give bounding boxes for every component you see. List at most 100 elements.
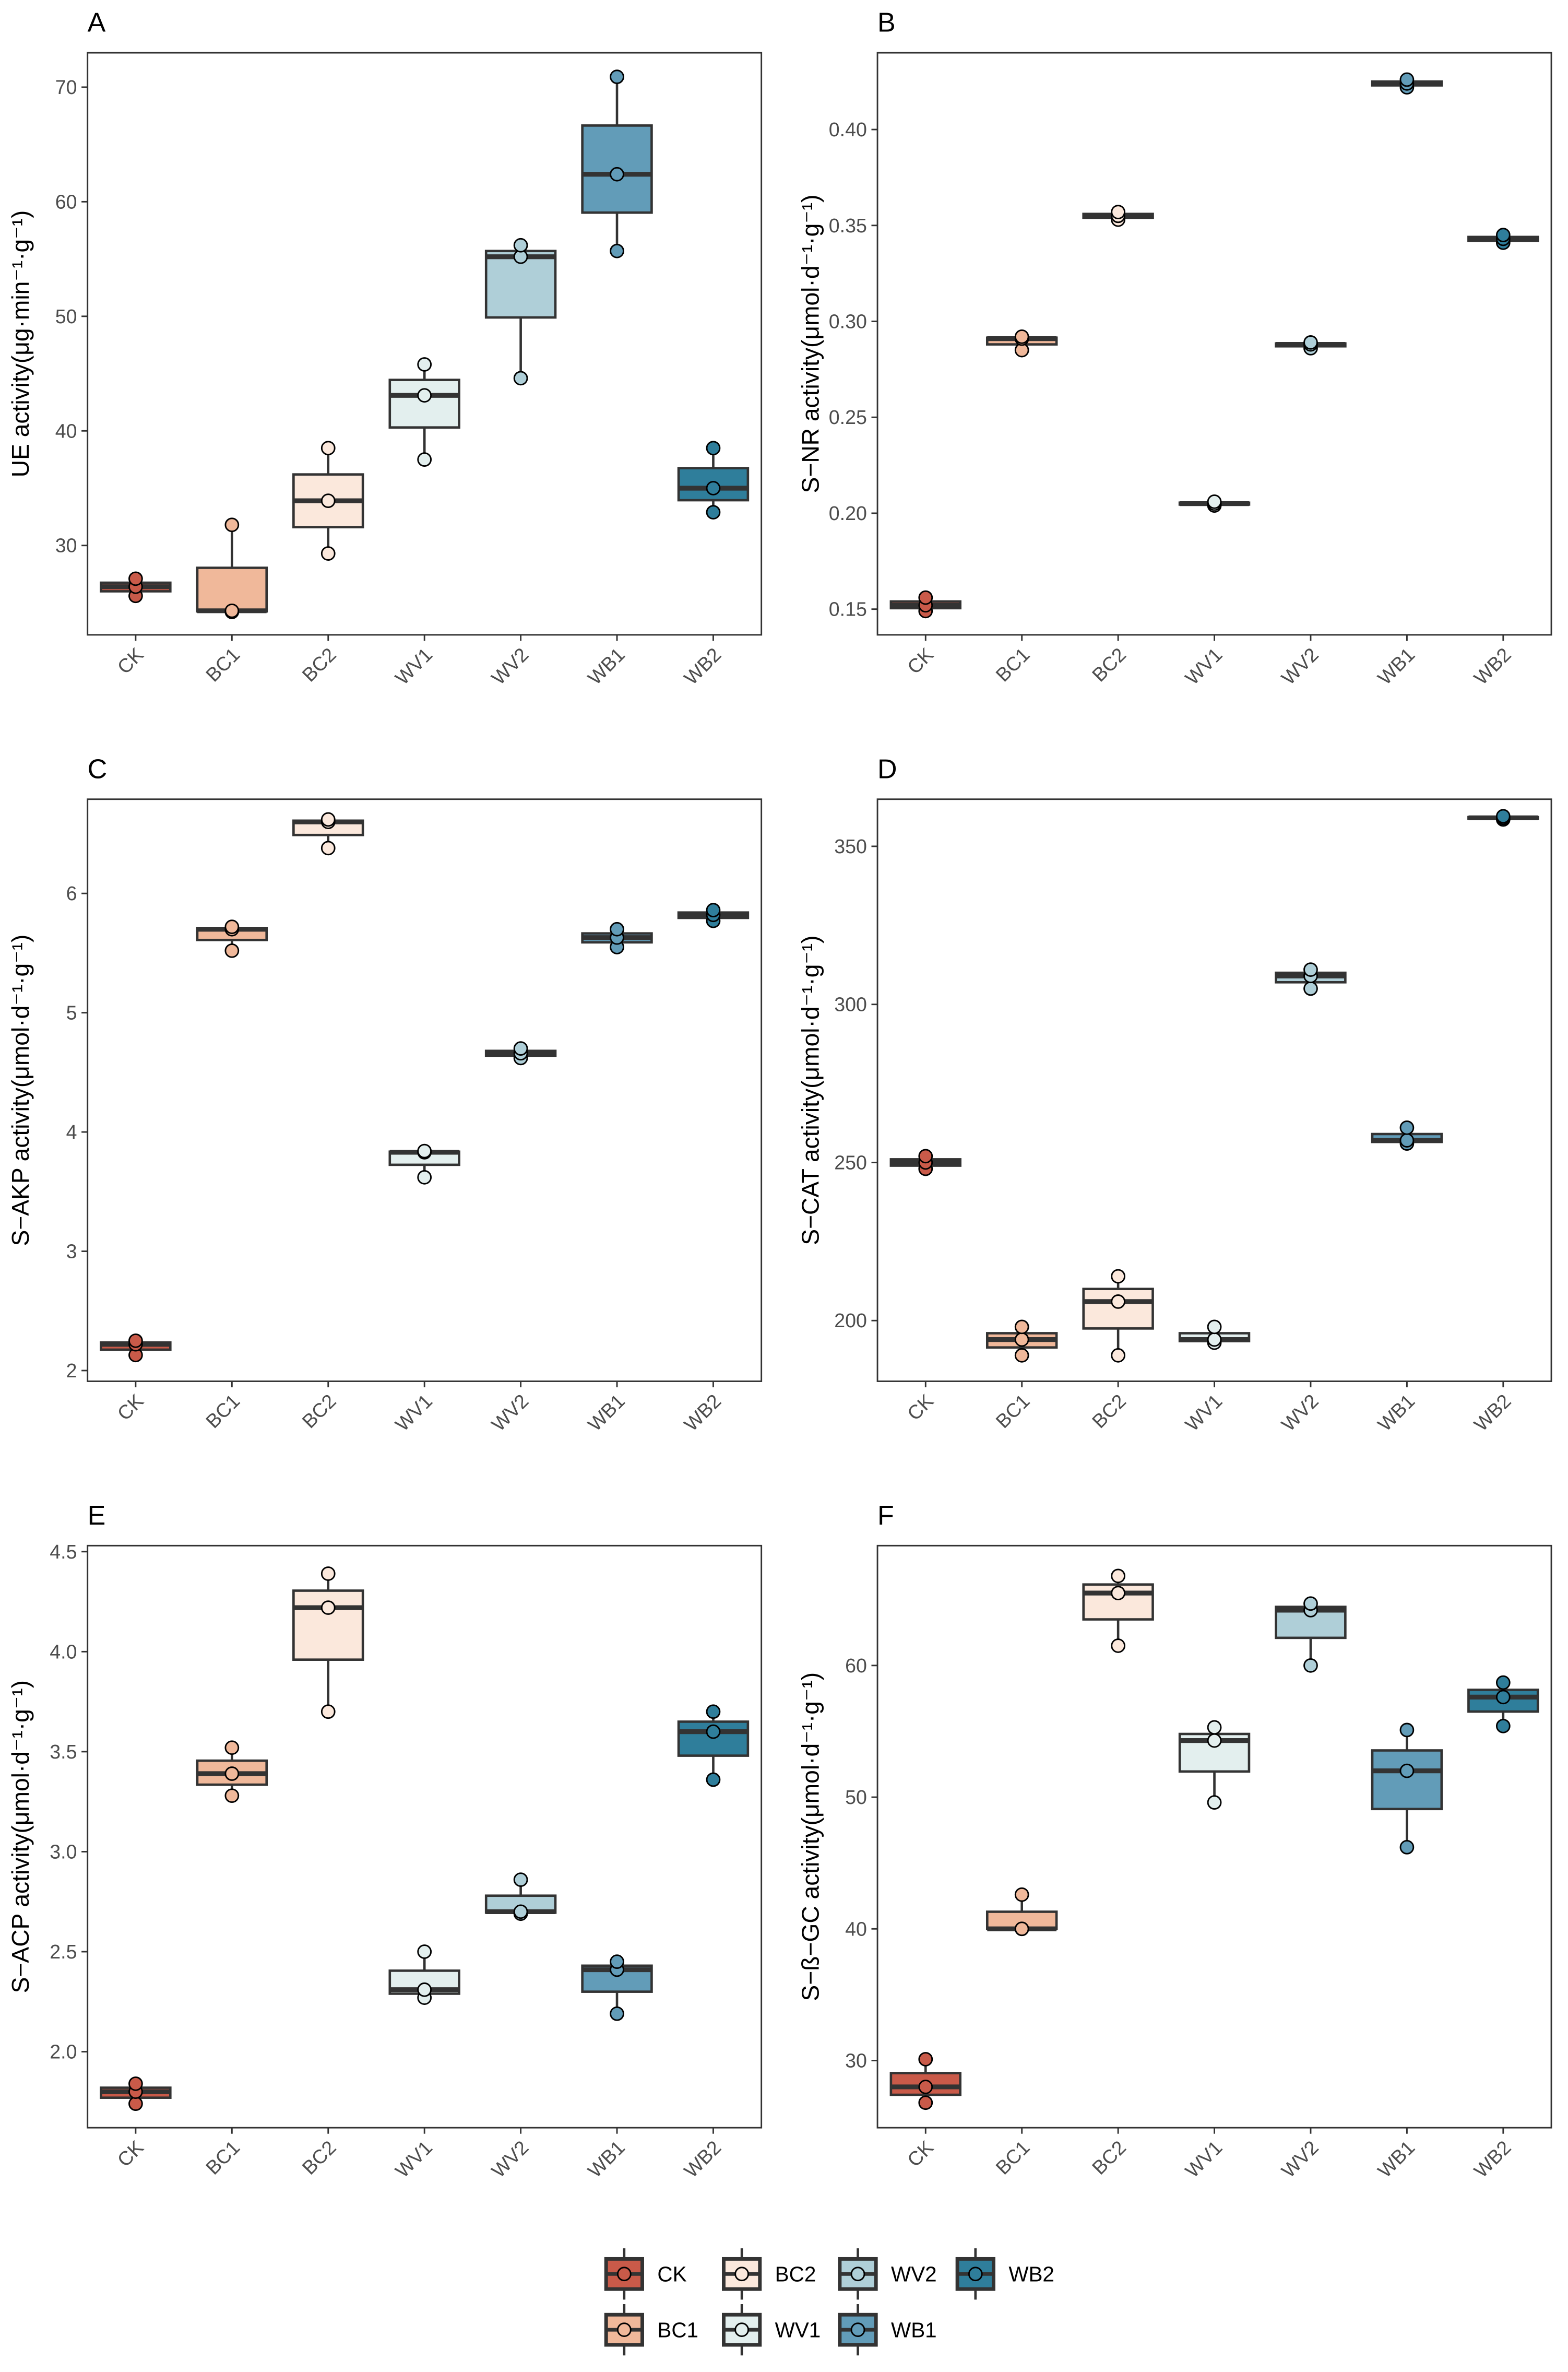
y-axis-label: S−NR activity(μmol·d⁻¹·g⁻¹) [797,195,824,493]
y-tick-label: 2 [66,1360,77,1382]
data-point [610,2006,624,2021]
legend-key-bc2: BC2 [722,2248,816,2300]
x-tick-label: WV2 [487,1390,532,1435]
box-wb1 [581,69,653,258]
x-tick-label: WB1 [584,2137,629,2182]
box-wv2 [484,1041,557,1066]
x-tick-label: BC2 [298,643,340,686]
data-point [1303,1658,1318,1673]
data-point [1207,1795,1222,1810]
data-point [513,238,528,253]
box-wv1 [388,357,460,467]
x-tick-label: WV2 [1277,643,1323,689]
box-bc1 [196,517,268,619]
y-tick-label: 350 [834,835,867,857]
x-tick-label: BC1 [991,1390,1034,1432]
box-bc1 [985,1887,1058,1937]
data-point [513,1872,528,1887]
y-tick-label: 0.15 [829,598,867,620]
box-bc2 [1082,1269,1154,1363]
panel-letter: F [877,1501,894,1531]
legend-label: BC2 [775,2262,816,2286]
data-point [1207,1319,1222,1335]
data-point [1207,1733,1222,1748]
box-iqr [388,379,460,429]
y-tick-label: 30 [55,535,77,557]
data-point [918,2080,933,2094]
box-wv1 [1178,1720,1251,1810]
x-tick-label: CK [113,1390,148,1425]
data-point [513,1041,528,1056]
y-tick-label: 50 [845,1786,867,1808]
data-point [320,841,336,856]
plot-border [87,798,763,1382]
data-point [610,243,624,258]
x-tick-label: WV2 [487,2137,532,2182]
box-wv2 [484,1872,557,1921]
data-point [1303,962,1318,977]
data-point [320,493,336,509]
data-point [918,590,933,605]
legend-point [734,2322,749,2337]
data-point [706,1704,721,1719]
legend-point [850,2322,865,2337]
data-point [1303,981,1318,996]
y-tick-label: 0.25 [829,406,867,428]
x-tick-label: BC2 [298,1390,340,1432]
panel-letter: E [88,1501,106,1531]
y-tick-label: 50 [55,305,77,327]
y-tick-label: 3 [66,1241,77,1262]
data-point [1495,1718,1511,1733]
data-point [1111,1586,1125,1600]
data-point [417,388,432,403]
y-tick-label: 3.5 [50,1741,77,1763]
data-point [610,167,624,182]
data-point [706,903,721,918]
data-point [918,2052,933,2067]
x-tick-label: BC2 [1088,643,1130,686]
panel-f: F 30 40 50 60 S−ß−GC activity(μmol·d⁻¹·g⁻¹) CK… [797,1501,1552,2182]
legend-key-ck: CK [604,2248,687,2300]
data-point [417,452,432,467]
data-point [1014,1348,1029,1363]
data-point [224,1766,240,1781]
y-tick-label: 4.5 [50,1541,77,1563]
plot-border [87,1544,763,2129]
panel-d: D 200 250 300 350 S−CAT activity(μmol·d⁻¹·g⁻¹… [797,754,1552,1435]
data-point [1399,1840,1415,1855]
box-bc1 [985,329,1058,358]
x-tick-label: BC2 [298,2137,340,2179]
legend-point [850,2267,865,2282]
box-wb2 [677,1704,750,1787]
plot-border [876,1544,1552,2129]
x-tick-label: WV2 [1277,2137,1323,2182]
x-tick-label: WV1 [391,1390,436,1435]
x-tick-label: BC1 [201,1390,244,1432]
panel-letter: C [88,754,108,784]
data-point [1399,1133,1415,1148]
box-wv1 [1178,1319,1251,1350]
x-tick-label: WB1 [584,1390,629,1435]
y-tick-label: 2.5 [50,1941,77,1963]
box-ck [889,2052,961,2110]
box-bc2 [292,1566,364,1719]
data-point [1495,1690,1511,1705]
data-point [417,357,432,372]
data-point [417,1170,432,1185]
box-wb1 [581,1954,653,2021]
data-point [1399,1763,1415,1778]
data-point [417,1944,432,1959]
legend-label: CK [657,2262,686,2286]
legend-key-wb2: WB2 [955,2248,1054,2300]
panel-c: C 2 3 4 5 6 S−AKP activity(μmol·d⁻¹·g⁻¹) CK BC1 B… [7,754,763,1435]
data-point [1014,1332,1029,1347]
panel-e: E 2.0 2.5 3.0 3.5 4.0 4.5 S−ACP activity(μmol·d… [7,1501,763,2182]
box-bc1 [985,1319,1058,1363]
y-tick-label: 40 [55,420,77,442]
data-point [610,69,624,85]
y-tick-label: 3.0 [50,1840,77,1862]
box-wv1 [388,1143,460,1185]
box-ck [889,590,961,619]
data-point [1014,1921,1029,1937]
